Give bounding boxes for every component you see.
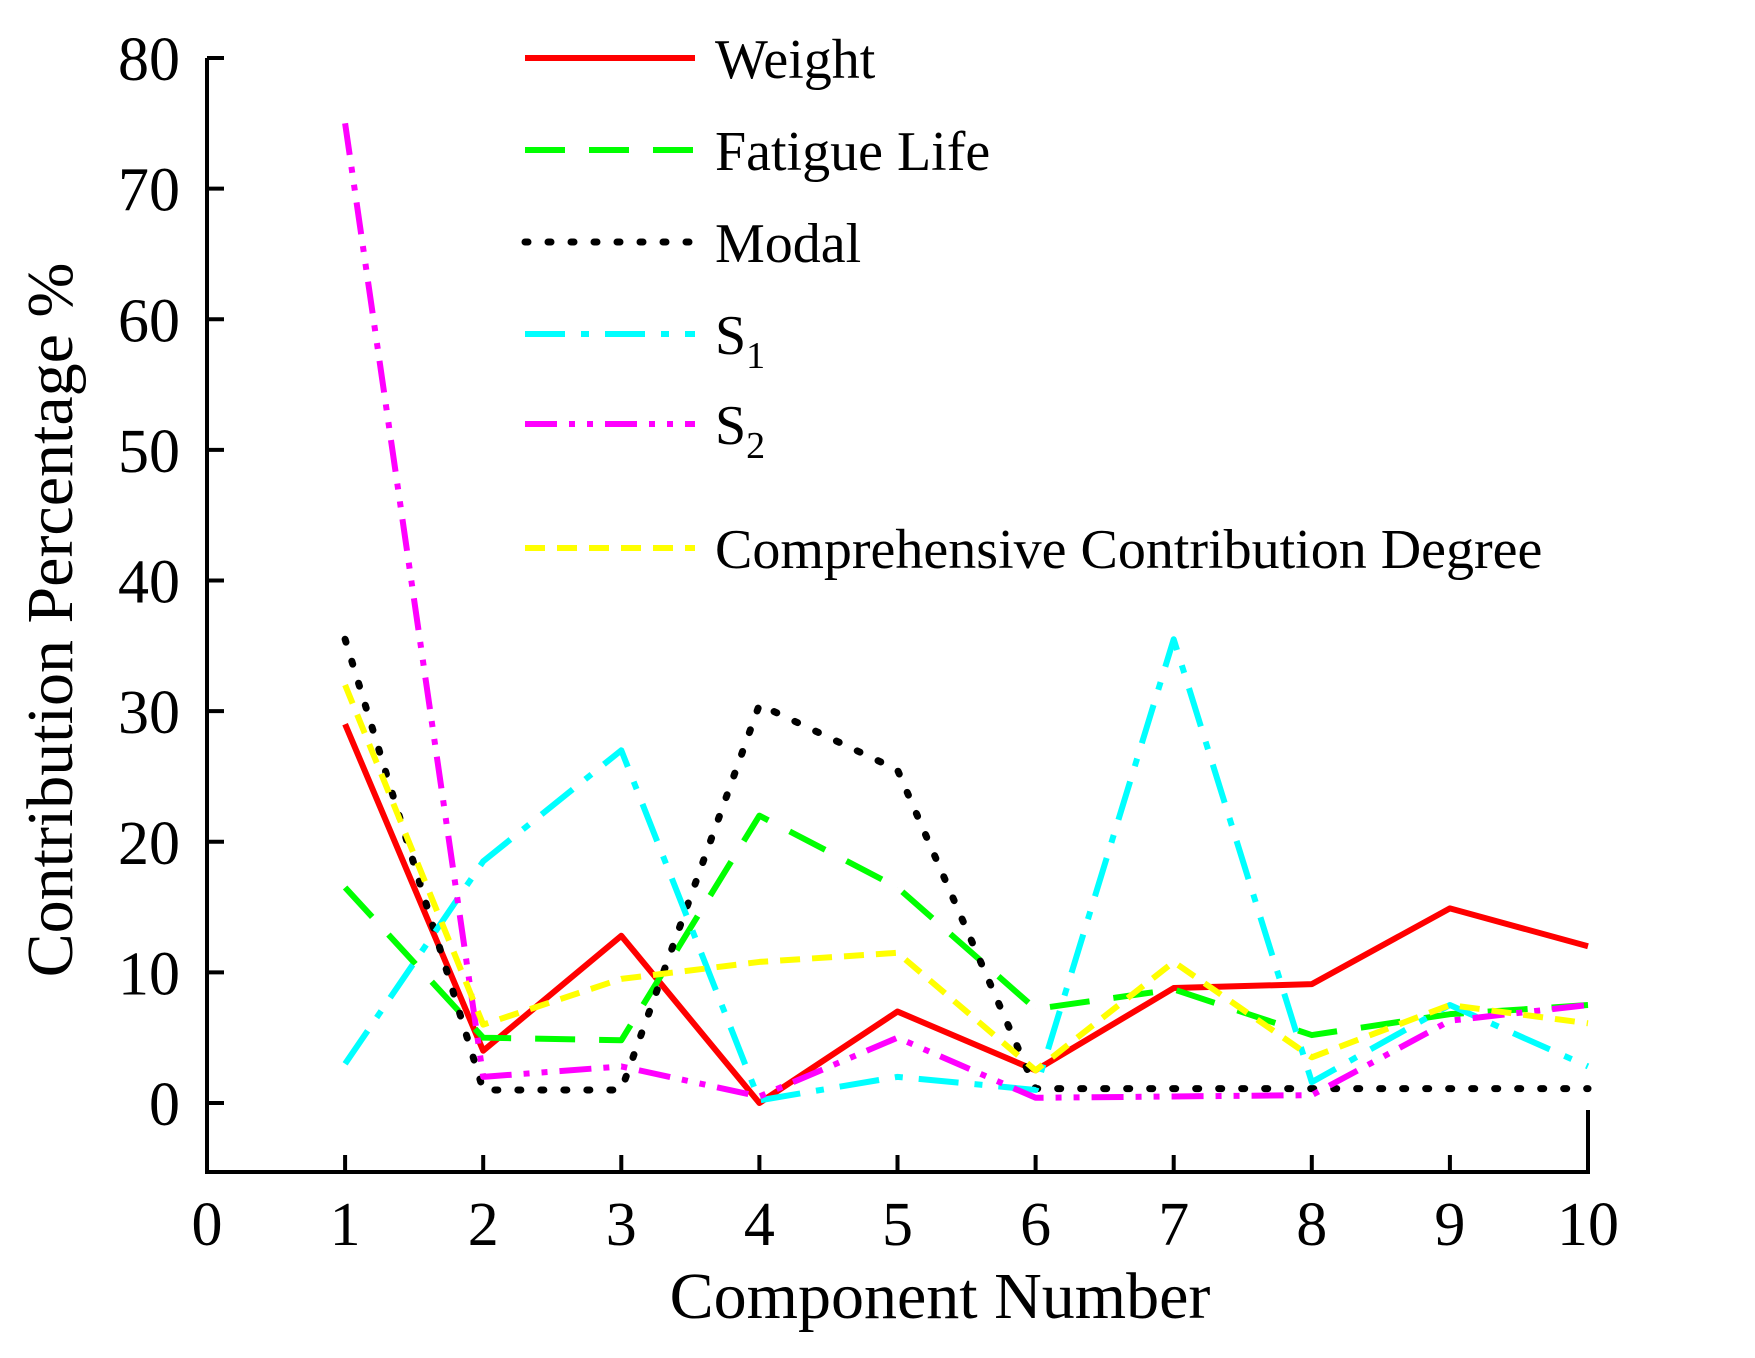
- x-tick-label: 2: [468, 1191, 499, 1259]
- legend-item-fatigue: Fatigue Life: [525, 121, 990, 183]
- legend-item-s2: S2: [525, 395, 765, 467]
- y-tick-label: 40: [118, 549, 180, 617]
- legend-label-text: Weight: [715, 29, 876, 91]
- series-line-ccd: [342, 683, 1589, 1074]
- y-tick-label: 50: [118, 418, 180, 486]
- y-tick-label: 20: [118, 810, 180, 878]
- legend-label: Weight: [715, 29, 876, 91]
- x-tick-label: 8: [1296, 1191, 1327, 1259]
- x-tick-label: 3: [606, 1191, 637, 1259]
- legend-label-subscript: 2: [746, 425, 765, 467]
- y-ticks: 0 10 20 30 40 50 60 70 80: [118, 26, 224, 1139]
- x-tick-label: 10: [1557, 1191, 1619, 1259]
- x-tick-label: 5: [882, 1191, 913, 1259]
- y-tick-label: 10: [118, 940, 180, 1008]
- legend-item-weight: Weight: [525, 29, 876, 91]
- y-tick-label: 80: [118, 26, 180, 94]
- y-tick-label: 70: [118, 157, 180, 225]
- series-line-weight: [342, 723, 1589, 1106]
- series-fatigue: [342, 812, 1589, 1044]
- x-tick-label: 1: [330, 1191, 361, 1259]
- x-tick-label: 9: [1434, 1191, 1465, 1259]
- series-line-modal: [341, 635, 1592, 1094]
- y-axis-title: Contribution Percentage %: [14, 263, 87, 978]
- series-weight: [342, 723, 1589, 1106]
- x-tick-label: 0: [192, 1191, 223, 1259]
- series-s2: [342, 122, 1589, 1101]
- series-line-s1: [342, 636, 1590, 1104]
- legend-item-s1: S1: [525, 305, 765, 377]
- legend-label: Modal: [715, 213, 861, 275]
- legend-label: Comprehensive Contribution Degree: [715, 519, 1542, 581]
- legend-label-text: S: [715, 305, 746, 367]
- y-tick-label: 0: [149, 1071, 180, 1139]
- legend-label-subscript: 1: [746, 335, 765, 377]
- y-tick-label: 30: [118, 679, 180, 747]
- series-line-s2: [342, 122, 1589, 1101]
- series-ccd: [342, 683, 1589, 1074]
- legend-label-text: Fatigue Life: [715, 121, 990, 183]
- series-s1: [342, 636, 1590, 1104]
- y-tick-label: 60: [118, 287, 180, 355]
- x-ticks: 0 1 2 3 4 5 6 7 8 9 10: [192, 1155, 1619, 1259]
- legend-item-ccd: Comprehensive Contribution Degree: [525, 519, 1542, 581]
- x-tick-label: 6: [1020, 1191, 1051, 1259]
- x-tick-label: 4: [744, 1191, 775, 1259]
- legend-label: Fatigue Life: [715, 121, 990, 183]
- legend-label-text: S: [715, 395, 746, 457]
- x-tick-label: 7: [1158, 1191, 1189, 1259]
- series-line-fatigue: [342, 812, 1589, 1044]
- series-layer: [341, 122, 1592, 1106]
- legend-label-text: Comprehensive Contribution Degree: [715, 519, 1542, 581]
- legend-label-text: Modal: [715, 213, 861, 275]
- legend-label: S2: [715, 395, 765, 467]
- legend-label: S1: [715, 305, 765, 377]
- legend-item-modal: Modal: [521, 213, 861, 275]
- x-axis-title: Component Number: [670, 1260, 1211, 1333]
